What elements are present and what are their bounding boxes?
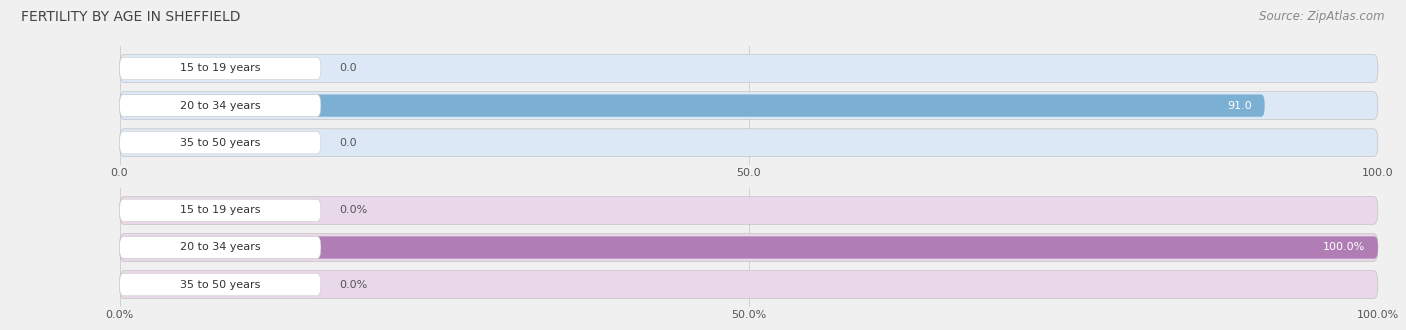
FancyBboxPatch shape <box>120 132 321 154</box>
FancyBboxPatch shape <box>120 199 321 221</box>
Text: 0.0%: 0.0% <box>340 280 368 290</box>
Text: 35 to 50 years: 35 to 50 years <box>180 138 260 148</box>
Text: 0.0: 0.0 <box>340 138 357 148</box>
Text: 20 to 34 years: 20 to 34 years <box>180 243 260 252</box>
FancyBboxPatch shape <box>120 57 321 80</box>
FancyBboxPatch shape <box>120 129 1378 157</box>
Text: Source: ZipAtlas.com: Source: ZipAtlas.com <box>1260 10 1385 23</box>
FancyBboxPatch shape <box>120 92 1378 119</box>
Text: FERTILITY BY AGE IN SHEFFIELD: FERTILITY BY AGE IN SHEFFIELD <box>21 10 240 24</box>
Text: 15 to 19 years: 15 to 19 years <box>180 205 260 215</box>
FancyBboxPatch shape <box>120 271 1378 299</box>
FancyBboxPatch shape <box>120 236 321 259</box>
Text: 0.0: 0.0 <box>340 63 357 74</box>
Text: 91.0: 91.0 <box>1227 101 1251 111</box>
FancyBboxPatch shape <box>120 274 321 296</box>
FancyBboxPatch shape <box>120 196 1378 224</box>
Text: 35 to 50 years: 35 to 50 years <box>180 280 260 290</box>
FancyBboxPatch shape <box>120 94 321 117</box>
FancyBboxPatch shape <box>120 236 1378 259</box>
Text: 100.0%: 100.0% <box>1323 243 1365 252</box>
FancyBboxPatch shape <box>120 94 1264 117</box>
FancyBboxPatch shape <box>120 234 1378 261</box>
Text: 20 to 34 years: 20 to 34 years <box>180 101 260 111</box>
FancyBboxPatch shape <box>120 54 1378 82</box>
Text: 15 to 19 years: 15 to 19 years <box>180 63 260 74</box>
Text: 0.0%: 0.0% <box>340 205 368 215</box>
